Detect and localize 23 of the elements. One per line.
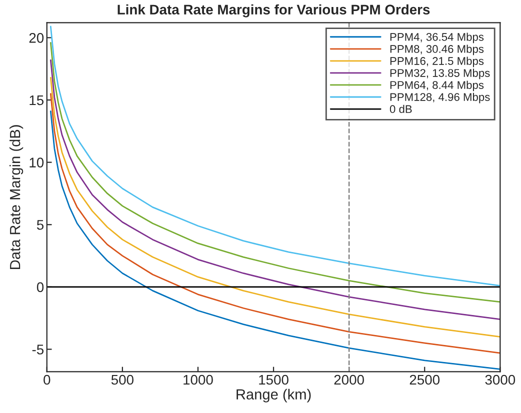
- legend-label: PPM4, 36.54 Mbps: [390, 32, 484, 44]
- y-tick-label: 20: [29, 33, 44, 43]
- x-axis-title: Range (km): [236, 388, 311, 402]
- x-tick-label: 500: [111, 374, 134, 385]
- x-tick-label: 1500: [259, 374, 288, 385]
- y-tick-label: 15: [30, 95, 44, 106]
- chart-title: Link Data Rate Margins for Various PPM Orders: [118, 4, 430, 18]
- x-tick-label: 2000: [334, 374, 364, 385]
- x-tick-label: 3000: [485, 374, 516, 385]
- x-tick-label: 2500: [410, 374, 440, 385]
- y-tick-label: -5: [32, 344, 44, 354]
- legend-label: PPM16, 21.5 Mbps: [390, 56, 484, 68]
- legend-label: PPM128, 4.96 Mbps: [390, 92, 490, 104]
- legend-label: PPM8, 30.46 Mbps: [390, 44, 484, 56]
- x-tick-label: 0: [44, 374, 50, 385]
- legend-label: 0 dB: [390, 104, 412, 114]
- y-axis-title: Data Rate Margin (dB): [10, 125, 24, 269]
- y-tick-label: 5: [36, 220, 44, 230]
- y-tick-label: 10: [30, 158, 44, 168]
- x-tick-label: 1000: [184, 374, 213, 385]
- legend-label: PPM32, 13.85 Mbps: [390, 68, 490, 80]
- y-tick-label: 0: [36, 282, 44, 292]
- legend-label: PPM64, 8.44 Mbps: [390, 80, 484, 92]
